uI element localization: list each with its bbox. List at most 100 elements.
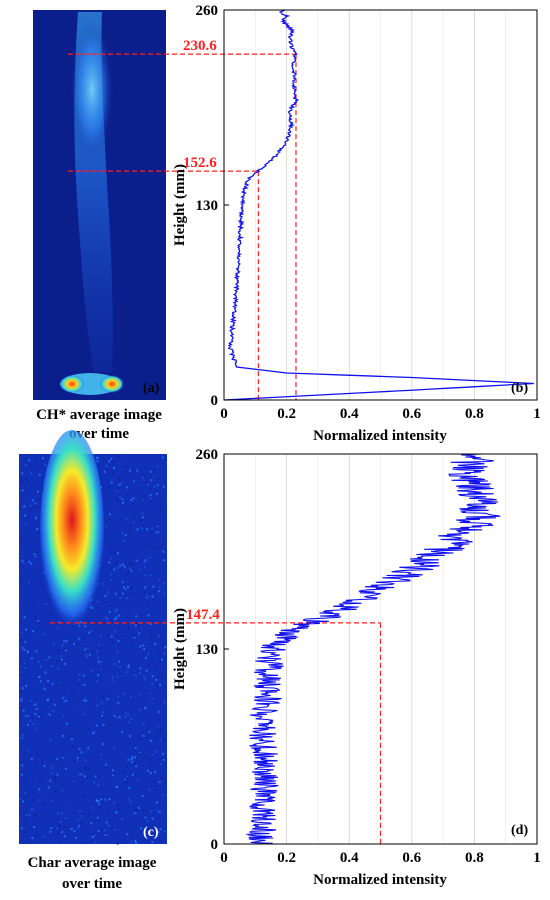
speckle-dot [142, 497, 145, 500]
speckle-dot [29, 719, 32, 722]
speckle-dot [162, 542, 165, 545]
speckle-dot [24, 536, 27, 539]
speckle-dot [135, 559, 138, 562]
x-tick-label: 1 [533, 850, 541, 866]
x-tick-label: 1 [533, 406, 541, 422]
speckle-dot [57, 621, 60, 624]
speckle-dot [128, 570, 131, 573]
speckle-dot [121, 553, 124, 556]
speckle-dot [87, 676, 90, 679]
speckle-dot [137, 705, 139, 708]
speckle-dot [127, 798, 130, 801]
speckle-dot [25, 822, 28, 825]
speckle-dot [25, 628, 27, 631]
speckle-dot [122, 501, 125, 504]
ch-glow [70, 20, 114, 160]
speckle-dot [161, 606, 164, 609]
speckle-dot [97, 775, 100, 778]
speckle-dot [128, 469, 131, 472]
speckle-dot [97, 660, 100, 663]
speckle-dot [63, 700, 66, 703]
speckle-dot [20, 480, 23, 483]
speckle-dot [73, 830, 76, 833]
speckle-dot [151, 817, 154, 820]
speckle-dot [127, 758, 130, 761]
speckle-dot [82, 674, 85, 677]
speckle-dot [80, 702, 83, 705]
speckle-dot [163, 592, 166, 595]
speckle-dot [111, 769, 114, 772]
speckle-dot [136, 469, 139, 472]
speckle-dot [153, 770, 156, 773]
speckle-dot [110, 481, 113, 484]
chart-d-series-line [245, 453, 501, 845]
speckle-dot [32, 792, 35, 795]
speckle-dot [113, 680, 116, 683]
speckle-dot [65, 699, 68, 702]
speckle-dot [106, 775, 109, 778]
speckle-dot [65, 640, 68, 643]
speckle-dot [150, 500, 152, 503]
speckle-dot [114, 618, 116, 621]
ch-nozzle-left [60, 375, 84, 393]
speckle-dot [56, 773, 59, 776]
speckle-dot [95, 724, 98, 727]
speckle-dot [156, 465, 159, 468]
speckle-dot [28, 692, 31, 695]
speckle-dot [39, 505, 42, 508]
speckle-dot [139, 693, 142, 696]
speckle-dot [38, 473, 41, 476]
speckle-dot [82, 793, 85, 796]
speckle-dot [123, 823, 126, 825]
speckle-dot [154, 643, 157, 645]
speckle-dot [74, 650, 76, 653]
char-plume [40, 430, 104, 630]
speckle-dot [142, 495, 145, 498]
speckle-dot [150, 657, 153, 660]
chart-b-y-ticks: 0 130 260 [196, 3, 229, 409]
speckle-dot [164, 646, 167, 649]
speckle-dot [115, 616, 118, 619]
speckle-dot [90, 710, 93, 713]
speckle-dot [141, 512, 144, 515]
speckle-dot [116, 803, 119, 806]
speckle-dot [116, 490, 119, 493]
speckle-dot [21, 764, 24, 767]
speckle-dot [31, 808, 34, 811]
speckle-dot [77, 636, 79, 639]
speckle-dot [35, 517, 38, 520]
y-tick-label: 130 [196, 642, 219, 658]
speckle-dot [88, 631, 91, 634]
speckle-dot [34, 516, 37, 519]
speckle-dot [19, 639, 22, 641]
speckle-dot [39, 665, 42, 668]
chart-b: 230.6 152.6 0 0.2 0.4 0.6 0.8 1 0 130 260 Normal… [68, 3, 541, 444]
speckle-dot [140, 520, 143, 523]
speckle-dot [132, 634, 135, 637]
speckle-dot [32, 798, 35, 801]
speckle-dot [60, 654, 62, 657]
speckle-dot [160, 777, 163, 779]
chart-b-annotations: 230.6 152.6 [68, 38, 297, 400]
speckle-dot [131, 760, 134, 763]
speckle-dot [121, 498, 124, 501]
speckle-dot [77, 773, 80, 776]
speckle-dot [31, 579, 33, 582]
speckle-dot [62, 684, 65, 687]
speckle-dot [73, 759, 76, 762]
chart-d-xlabel: Normalized intensity [313, 872, 447, 888]
speckle-dot [30, 699, 33, 702]
speckle-dot [130, 586, 132, 589]
speckle-dot [142, 809, 145, 811]
speckle-dot [135, 765, 138, 768]
speckle-dot [100, 798, 103, 801]
speckle-dot [150, 763, 153, 766]
speckle-dot [53, 703, 56, 706]
speckle-dot [77, 818, 80, 821]
speckle-dot [58, 841, 61, 844]
speckle-dot [110, 635, 113, 638]
speckle-dot [93, 781, 96, 784]
speckle-dot [71, 690, 74, 693]
speckle-dot [149, 758, 152, 761]
speckle-dot [153, 559, 156, 562]
